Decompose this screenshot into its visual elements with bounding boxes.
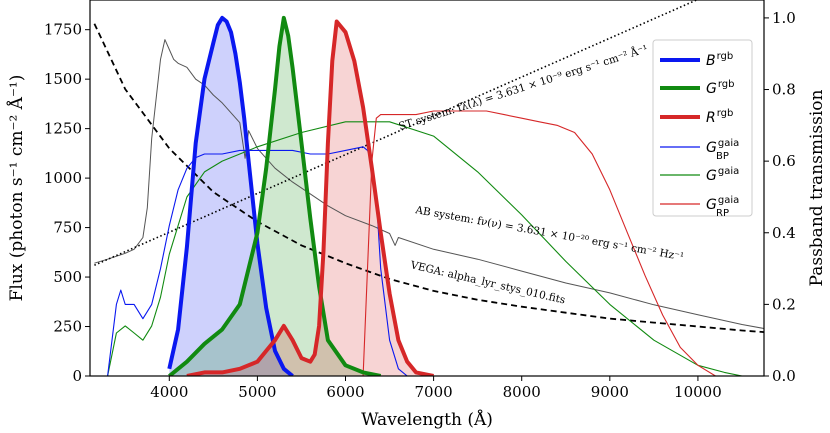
b-rgb-line — [167, 15, 294, 376]
y-tick-label-right: 0.4 — [772, 224, 796, 242]
y-tick-label-left: 1250 — [44, 120, 82, 138]
y-tick-label-left: 0 — [72, 367, 82, 385]
legend-label: Grgb — [706, 79, 735, 97]
plot-frame — [89, 0, 765, 377]
vega-spectrum-line — [94, 39, 764, 329]
y-tick-label-left: 250 — [53, 318, 82, 336]
y-axis-label-left: Flux (photon s⁻¹ cm⁻² Å⁻¹) — [6, 75, 27, 302]
x-tick-label: 9000 — [591, 383, 629, 401]
r-rgb-line — [186, 19, 435, 376]
legend-label: Brgb — [706, 51, 733, 69]
ab-system-line — [93, 23, 764, 333]
y-tick-label-right: 1.0 — [772, 9, 796, 27]
x-tick-label: 7000 — [415, 383, 453, 401]
y-tick-label-right: 0.2 — [772, 295, 796, 313]
legend-label: Ggaia BP — [706, 138, 739, 162]
x-axis-label: Wavelength (Å) — [361, 409, 493, 430]
y-tick-label-left: 1000 — [44, 169, 82, 187]
x-tick-label: 4000 — [150, 383, 188, 401]
y-tick-label-right: 0.0 — [772, 367, 796, 385]
x-tick-label: 10000 — [674, 383, 722, 401]
legend-box — [652, 39, 753, 217]
x-tick-label: 8000 — [503, 383, 541, 401]
legend: Brgb Grgb Rrgb Ggaia BP Ggaia Ggaia RP — [652, 39, 753, 219]
r-rgb-area — [186, 21, 434, 376]
legend-label: Ggaia RP — [706, 195, 739, 219]
y-tick-label-left: 1750 — [44, 21, 82, 39]
x-tick-label: 5000 — [238, 383, 276, 401]
g-gaia-line — [107, 121, 743, 376]
y-tick-label-right: 0.8 — [772, 81, 796, 99]
g-rgb-line — [168, 15, 382, 376]
y-tick-label-left: 750 — [53, 219, 82, 237]
legend-label: Rrgb — [706, 108, 733, 126]
vega-annotation: VEGA: alpha_lyr_stys_010.fits — [408, 259, 566, 307]
g-gaia-rp-line — [362, 110, 716, 376]
y-tick-label-right: 0.6 — [772, 152, 796, 170]
g-rgb-area — [169, 17, 381, 376]
legend-label: Ggaia — [706, 166, 739, 184]
y-tick-label-left: 1500 — [44, 70, 82, 88]
y-axis-label-right: Passband transmission — [807, 89, 827, 286]
y-tick-label-left: 500 — [53, 268, 82, 286]
x-tick-label: 6000 — [326, 383, 364, 401]
st-system-annotation: ST system: fλ(λ) = 3.631 × 10⁻⁹ erg s⁻¹ … — [397, 41, 650, 133]
